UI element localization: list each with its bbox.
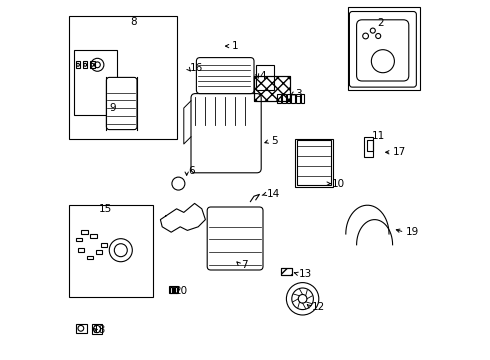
Bar	[170, 287, 172, 293]
Text: 19: 19	[406, 227, 419, 237]
Bar	[90, 234, 97, 238]
Text: 15: 15	[98, 204, 112, 214]
FancyBboxPatch shape	[106, 77, 137, 130]
Bar	[287, 94, 291, 103]
Bar	[295, 139, 333, 187]
Text: 6: 6	[189, 166, 195, 176]
Bar	[281, 268, 292, 275]
Text: 13: 13	[299, 269, 312, 279]
Text: 9: 9	[109, 103, 116, 113]
Bar	[292, 94, 295, 103]
Bar	[254, 76, 290, 101]
Bar	[368, 140, 373, 151]
Bar	[77, 248, 84, 252]
Text: 7: 7	[242, 260, 248, 270]
Bar	[281, 268, 292, 275]
Bar	[254, 76, 290, 101]
FancyBboxPatch shape	[196, 58, 254, 94]
Bar	[83, 61, 87, 68]
Text: 8: 8	[130, 17, 136, 27]
Bar	[74, 50, 117, 115]
Text: 3: 3	[295, 89, 302, 99]
Bar	[297, 140, 331, 185]
Text: 1: 1	[232, 41, 238, 51]
Bar	[76, 61, 80, 68]
Bar	[282, 94, 286, 103]
Bar	[69, 205, 153, 297]
Bar	[87, 256, 93, 259]
Bar	[172, 287, 174, 293]
Bar	[96, 250, 102, 254]
Bar	[256, 65, 274, 90]
Bar	[76, 238, 82, 241]
FancyBboxPatch shape	[207, 207, 263, 270]
FancyBboxPatch shape	[191, 94, 261, 173]
Bar	[69, 16, 176, 139]
Text: 20: 20	[174, 285, 187, 296]
Text: 14: 14	[267, 189, 280, 199]
Bar	[101, 243, 107, 247]
Text: 11: 11	[372, 131, 385, 141]
Bar	[81, 230, 88, 234]
Bar	[347, 7, 419, 90]
Text: 4: 4	[259, 71, 266, 81]
Bar	[92, 324, 102, 334]
FancyBboxPatch shape	[357, 20, 409, 81]
Text: 18: 18	[93, 325, 106, 336]
Text: 5: 5	[271, 136, 278, 146]
Bar	[170, 286, 178, 293]
Bar	[90, 61, 95, 68]
Text: 10: 10	[331, 179, 344, 189]
FancyBboxPatch shape	[349, 12, 416, 87]
Bar	[76, 324, 87, 333]
Bar	[364, 137, 373, 157]
Bar	[296, 94, 300, 103]
Bar	[301, 94, 304, 103]
Text: 16: 16	[190, 63, 203, 73]
Text: 2: 2	[377, 18, 384, 28]
Text: 12: 12	[312, 302, 325, 312]
Bar	[277, 94, 281, 103]
Text: 17: 17	[393, 147, 406, 157]
Bar	[175, 287, 177, 293]
